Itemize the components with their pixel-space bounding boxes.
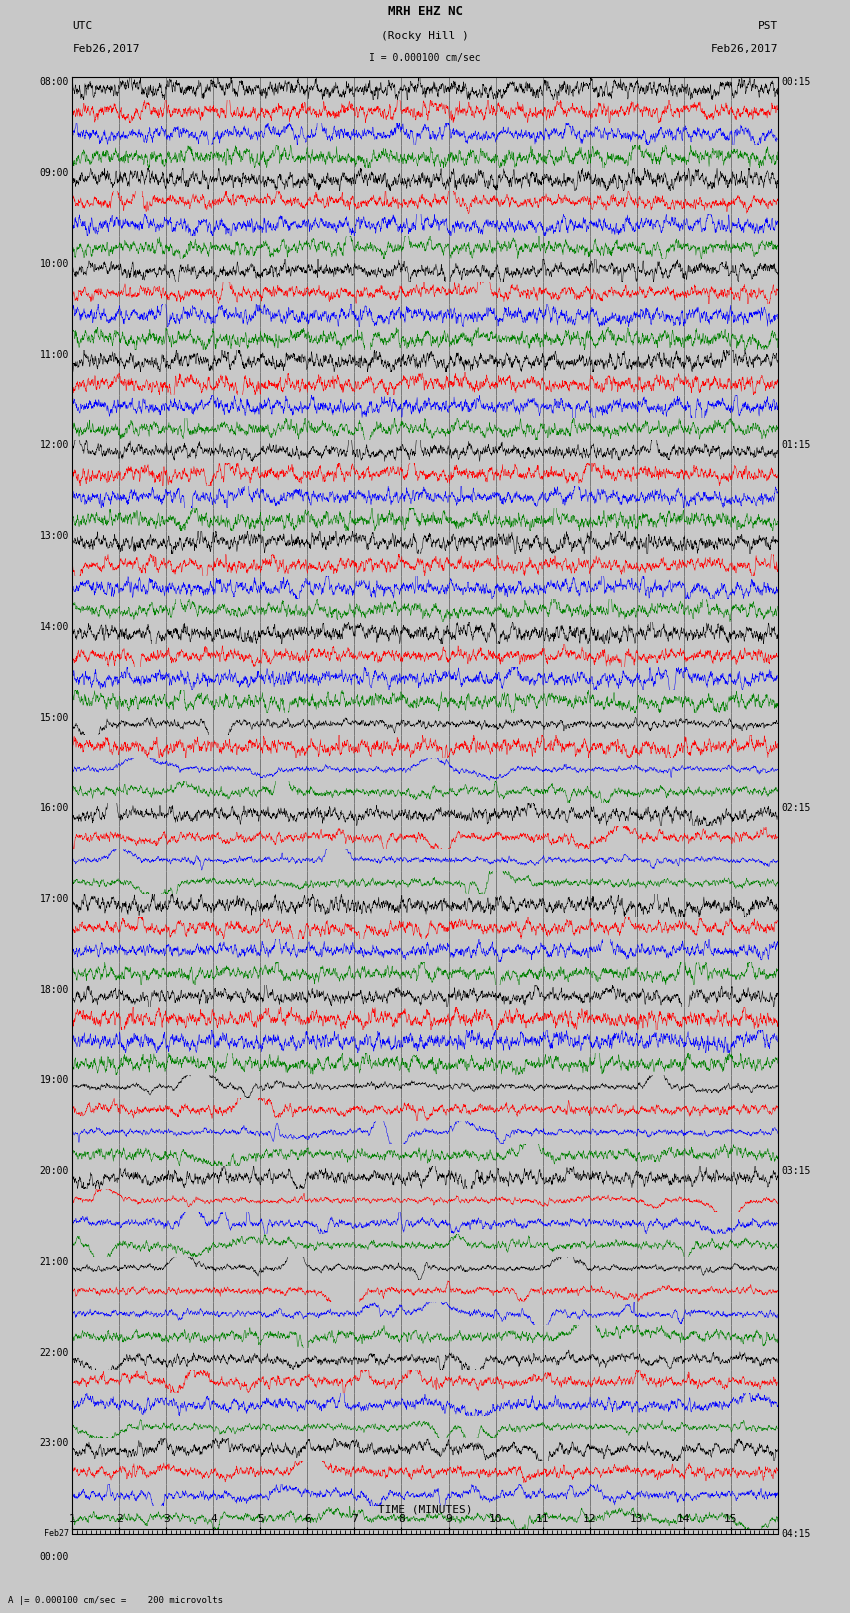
Text: 12:00: 12:00 — [39, 440, 69, 450]
Text: I = 0.000100 cm/sec: I = 0.000100 cm/sec — [369, 53, 481, 63]
Text: 02:15: 02:15 — [781, 803, 811, 813]
Text: 15:00: 15:00 — [39, 713, 69, 723]
Text: 00:00: 00:00 — [39, 1552, 69, 1561]
Text: MRH EHZ NC: MRH EHZ NC — [388, 5, 462, 18]
Text: 18:00: 18:00 — [39, 984, 69, 995]
Text: 20:00: 20:00 — [39, 1166, 69, 1176]
Text: A |= 0.000100 cm/sec =    200 microvolts: A |= 0.000100 cm/sec = 200 microvolts — [8, 1595, 224, 1605]
Text: (Rocky Hill ): (Rocky Hill ) — [381, 31, 469, 40]
Text: 17:00: 17:00 — [39, 894, 69, 903]
Text: Feb27: Feb27 — [44, 1529, 69, 1539]
Text: 16:00: 16:00 — [39, 803, 69, 813]
Text: 09:00: 09:00 — [39, 168, 69, 177]
Text: 08:00: 08:00 — [39, 77, 69, 87]
Text: 13:00: 13:00 — [39, 531, 69, 540]
Text: 04:15: 04:15 — [781, 1529, 811, 1539]
Text: Feb26,2017: Feb26,2017 — [711, 44, 778, 53]
Text: 14:00: 14:00 — [39, 621, 69, 632]
Text: 22:00: 22:00 — [39, 1348, 69, 1358]
Text: UTC: UTC — [72, 21, 93, 31]
Text: 23:00: 23:00 — [39, 1439, 69, 1448]
Text: 03:15: 03:15 — [781, 1166, 811, 1176]
Text: 01:15: 01:15 — [781, 440, 811, 450]
Text: 19:00: 19:00 — [39, 1076, 69, 1086]
Text: 10:00: 10:00 — [39, 260, 69, 269]
Text: 11:00: 11:00 — [39, 350, 69, 360]
Text: 21:00: 21:00 — [39, 1257, 69, 1266]
Text: Feb26,2017: Feb26,2017 — [72, 44, 139, 53]
Text: 00:15: 00:15 — [781, 77, 811, 87]
X-axis label: TIME (MINUTES): TIME (MINUTES) — [377, 1505, 473, 1515]
Text: PST: PST — [757, 21, 778, 31]
